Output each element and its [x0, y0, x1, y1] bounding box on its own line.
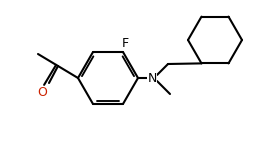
Text: F: F	[121, 36, 128, 50]
Text: N: N	[147, 72, 157, 84]
Text: O: O	[37, 87, 47, 99]
